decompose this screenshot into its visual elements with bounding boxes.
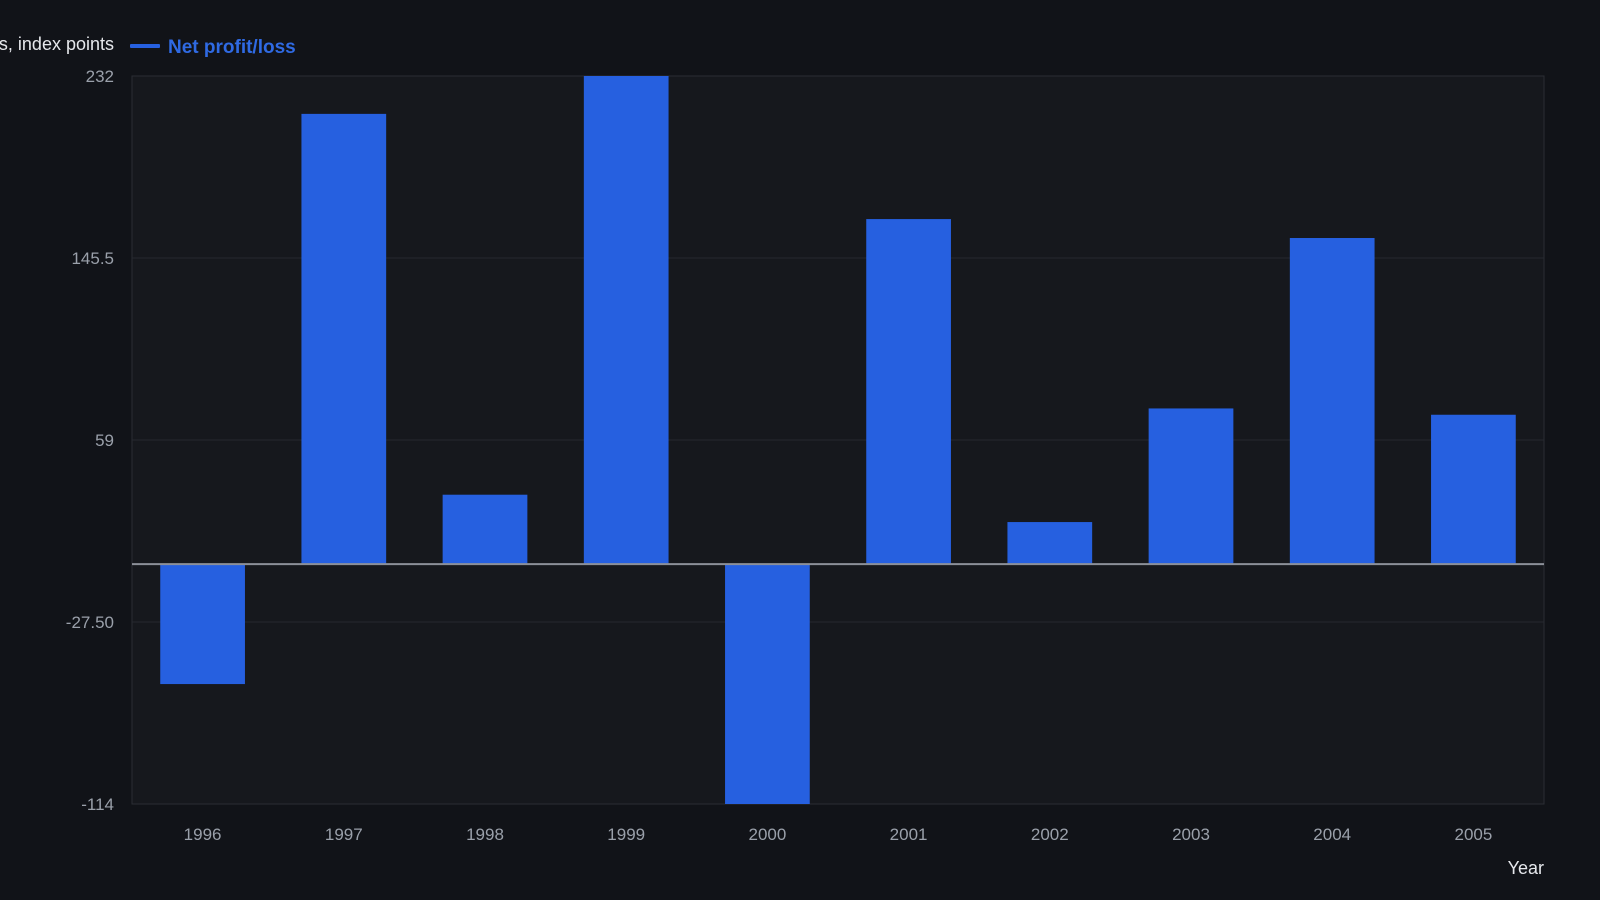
x-tick-label: 1997: [325, 825, 363, 844]
x-tick-label: 1996: [184, 825, 222, 844]
bar: [866, 219, 951, 565]
x-tick-label: 2001: [890, 825, 928, 844]
y-tick-label: -114: [81, 795, 114, 814]
bar: [160, 564, 245, 685]
bar: [442, 494, 528, 565]
x-tick-label: 1998: [466, 825, 504, 844]
bar: [1289, 238, 1375, 565]
bar: [1431, 414, 1516, 565]
x-tick-label: 2004: [1313, 825, 1351, 844]
bar: [1007, 522, 1093, 565]
legend: Net profit/loss: [130, 37, 296, 58]
bars: [160, 76, 1516, 804]
bar: [1148, 408, 1234, 565]
bar: [725, 564, 810, 804]
legend-label: Net profit/loss: [168, 37, 296, 58]
x-tick-label: 2000: [748, 825, 786, 844]
y-axis-ticks: 232 145.5 59 -27.50 -114: [66, 67, 114, 814]
bar: [301, 113, 387, 565]
bar: [583, 76, 669, 565]
x-tick-label: 2002: [1031, 825, 1069, 844]
x-tick-label: 2003: [1172, 825, 1210, 844]
x-axis-ticks: 1996 1997 1998 1999 2000 2001 2002 2003 2004 2005: [184, 825, 1493, 844]
x-tick-label: 2005: [1454, 825, 1492, 844]
x-axis-title: Year: [1508, 858, 1544, 878]
y-tick-label: 145.5: [71, 249, 114, 268]
legend-swatch: [130, 44, 160, 48]
y-tick-label: -27.50: [66, 613, 114, 632]
y-axis-title: s, index points: [0, 34, 114, 54]
y-tick-label: 232: [86, 67, 114, 86]
y-tick-label: 59: [95, 431, 114, 450]
x-tick-label: 1999: [607, 825, 645, 844]
